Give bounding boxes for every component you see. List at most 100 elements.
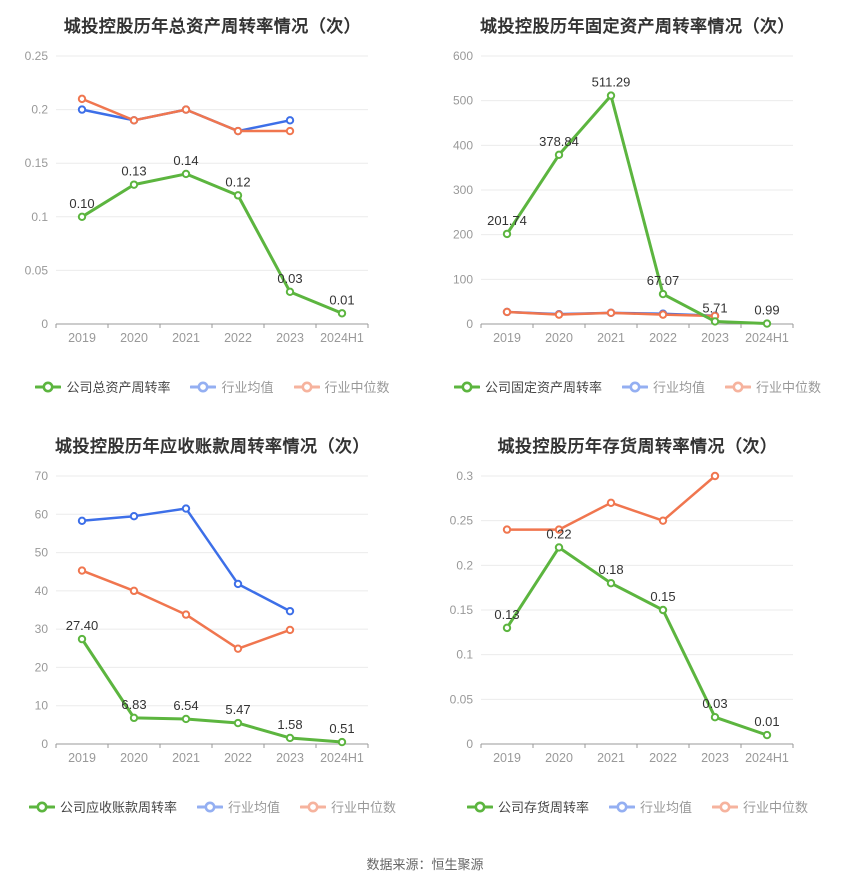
line-chart-total-asset-turnover: 0 0.05 0.1 0.15 0.2 0.25 2019 2020 2021 2022 2023 2… — [25, 49, 369, 345]
legend-item-公司总资产周转率[interactable]: 公司总资产周转率 — [35, 377, 170, 396]
data-value-label: 0.03 — [277, 271, 302, 286]
data-point — [606, 308, 616, 318]
data-point — [502, 307, 512, 317]
legend-line-marker-icon — [712, 801, 738, 812]
legend-line-marker-icon — [293, 381, 320, 392]
data-value-label: 5.71 — [702, 300, 727, 315]
y-axis-tick-label: 0.25 — [25, 49, 49, 63]
charts-grid: 城投控股历年总资产周转率情况（次） 0 0.05 0.1 0.15 0.2 0.25 201… — [0, 0, 850, 840]
legend-item-行业均值[interactable]: 行业均值 — [608, 797, 692, 816]
legend-label: 公司固定资产周转率 — [484, 380, 602, 395]
y-axis-tick-label: 60 — [35, 507, 49, 521]
legend-item-公司存货周转率[interactable]: 公司存货周转率 — [466, 797, 589, 816]
line-chart-receivables-turnover: 0 10 20 30 40 50 60 70 2019 2020 2021 2022 2023 2024H… — [35, 469, 369, 765]
data-point — [502, 623, 512, 633]
y-axis-tick-label: 200 — [453, 228, 473, 242]
data-point — [77, 516, 87, 525]
y-axis-tick-label: 0.05 — [450, 692, 474, 706]
data-value-label: 511.29 — [592, 75, 631, 90]
data-point — [658, 605, 668, 615]
data-value-label: 0.01 — [329, 292, 354, 307]
chart-title: 城投控股历年应收账款周转率情况（次） — [55, 437, 370, 456]
chart-panel-fixed-asset-turnover: 城投控股历年固定资产周转率情况（次） 0 100 200 300 400 500 600 20… — [425, 0, 850, 420]
legend-label: 行业中位数 — [756, 380, 822, 395]
data-point — [129, 713, 139, 723]
data-point — [554, 525, 564, 534]
data-point — [337, 737, 347, 747]
y-axis-tick-label: 0 — [466, 737, 473, 751]
data-point — [233, 191, 243, 200]
chart-legend: 公司固定资产周转率 行业均值 行业中位数 — [425, 377, 850, 396]
x-axis-category-label: 2024H1 — [745, 751, 789, 765]
legend-label: 行业均值 — [652, 380, 705, 395]
data-value-label: 0.12 — [225, 174, 250, 189]
legend-line-marker-icon — [453, 381, 480, 392]
chart-legend: 公司应收账款周转率 行业均值 行业中位数 — [0, 797, 425, 816]
series-line-公司应收账款周转率 — [80, 637, 344, 744]
x-axis-category-label: 2021 — [597, 331, 625, 345]
legend-item-行业均值[interactable]: 行业均值 — [190, 377, 274, 396]
legend-item-行业中位数[interactable]: 行业中位数 — [300, 797, 396, 816]
data-value-label: 27.40 — [66, 618, 99, 633]
x-axis-category-label: 2023 — [701, 751, 729, 765]
data-source-note: 数据来源：恒生聚源 — [366, 857, 484, 872]
x-axis-category-label: 2019 — [493, 751, 521, 765]
data-point — [285, 287, 295, 297]
legend-line-marker-icon — [28, 801, 55, 812]
series-line-公司总资产周转率 — [80, 172, 344, 315]
data-point — [502, 525, 512, 534]
legend-item-公司应收账款周转率[interactable]: 公司应收账款周转率 — [28, 797, 177, 816]
data-point — [129, 116, 139, 125]
data-point — [233, 644, 243, 653]
legend-label: 行业中位数 — [743, 800, 809, 815]
x-axis-category-label: 2022 — [224, 751, 252, 765]
data-point — [233, 579, 243, 589]
data-point — [129, 512, 139, 521]
data-point — [285, 126, 295, 136]
data-point — [77, 634, 87, 644]
y-axis-tick-label: 500 — [453, 94, 473, 108]
y-axis-tick-label: 0.15 — [450, 603, 474, 617]
data-point — [285, 606, 295, 616]
data-value-label: 1.58 — [277, 717, 302, 732]
legend-item-行业均值[interactable]: 行业均值 — [621, 377, 705, 396]
legend-item-公司固定资产周转率[interactable]: 公司固定资产周转率 — [453, 377, 602, 396]
data-point — [129, 586, 139, 596]
legend-label: 行业均值 — [221, 380, 274, 395]
legend-item-行业均值[interactable]: 行业均值 — [196, 797, 280, 816]
data-point — [710, 471, 720, 481]
data-value-label: 0.51 — [329, 721, 354, 736]
data-value-label: 0.03 — [702, 696, 727, 711]
x-axis-category-label: 2021 — [172, 331, 200, 345]
y-axis-tick-label: 70 — [35, 469, 49, 483]
legend-line-marker-icon — [196, 801, 223, 812]
legend-line-marker-icon — [35, 381, 62, 392]
y-axis-tick-label: 0 — [466, 317, 473, 331]
x-axis-category-label: 2019 — [68, 751, 96, 765]
data-point — [181, 504, 191, 513]
legend-label: 公司存货周转率 — [497, 800, 589, 815]
y-axis-tick-label: 0.25 — [450, 514, 474, 528]
data-point — [233, 126, 243, 136]
data-point — [554, 310, 564, 319]
y-axis-tick-label: 100 — [453, 272, 473, 286]
y-axis-tick-label: 0 — [41, 317, 48, 331]
data-point — [337, 309, 347, 318]
y-axis-tick-label: 0.3 — [456, 469, 473, 483]
x-axis-category-label: 2021 — [172, 751, 200, 765]
chart-panel-receivables-turnover: 城投控股历年应收账款周转率情况（次） 0 10 20 30 40 50 60 70 2019 20… — [0, 420, 425, 840]
legend-item-行业中位数[interactable]: 行业中位数 — [725, 377, 821, 396]
data-point — [710, 713, 720, 722]
legend-item-行业中位数[interactable]: 行业中位数 — [712, 797, 808, 816]
data-value-label: 0.99 — [754, 303, 779, 318]
legend-item-行业中位数[interactable]: 行业中位数 — [293, 377, 390, 396]
y-axis-tick-label: 0.15 — [25, 156, 49, 170]
legend-line-marker-icon — [725, 381, 751, 392]
data-point — [554, 543, 564, 552]
y-axis-tick-label: 0.2 — [31, 103, 48, 117]
data-value-label: 67.07 — [647, 273, 680, 288]
data-value-label: 0.10 — [69, 196, 94, 211]
line-chart-inventory-turnover: 0 0.05 0.1 0.15 0.2 0.25 0.3 2019 2020 2021 2022 20… — [450, 469, 794, 765]
data-point — [554, 150, 564, 159]
data-value-label: 0.15 — [650, 589, 675, 604]
